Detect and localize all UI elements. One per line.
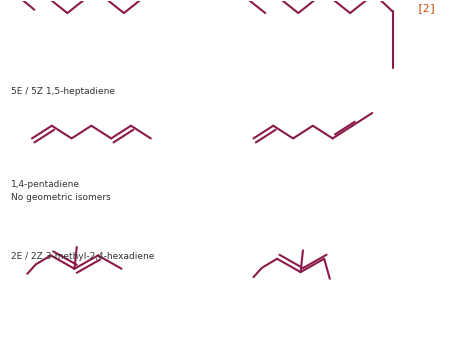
Text: 2E / 2Z 3-methyl-2,4-hexadiene: 2E / 2Z 3-methyl-2,4-hexadiene xyxy=(11,252,154,261)
Text: 5E / 5Z 1,5-heptadiene: 5E / 5Z 1,5-heptadiene xyxy=(11,87,115,96)
Text: [2]: [2] xyxy=(416,3,436,13)
Text: 1,4-pentadiene
No geometric isomers: 1,4-pentadiene No geometric isomers xyxy=(11,180,110,203)
